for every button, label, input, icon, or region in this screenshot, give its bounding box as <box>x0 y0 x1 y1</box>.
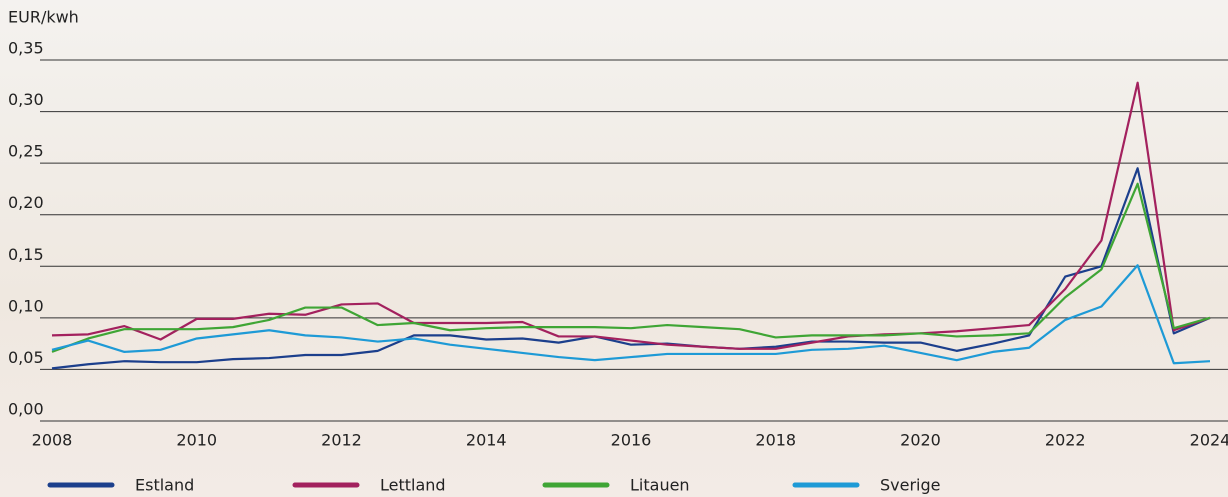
y-tick-label: 0,15 <box>8 245 44 264</box>
x-tick-label: 2016 <box>611 431 652 450</box>
series-line <box>51 81 1211 350</box>
y-tick-label: 0,05 <box>8 348 44 367</box>
legend-label: Litauen <box>630 476 690 495</box>
y-tick-label: 0,20 <box>8 193 44 212</box>
x-tick-label: 2024 <box>1190 431 1228 450</box>
series-line <box>51 167 1211 370</box>
x-tick-label: 2018 <box>755 431 796 450</box>
y-tick-label: 0,30 <box>8 90 44 109</box>
x-tick-label: 2010 <box>176 431 217 450</box>
y-tick-label: 0,10 <box>8 296 44 315</box>
x-tick-label: 2014 <box>466 431 507 450</box>
legend-label: Estland <box>135 476 194 495</box>
series-line <box>51 264 1211 365</box>
y-tick-label: 0,35 <box>8 39 44 58</box>
x-tick-label: 2020 <box>900 431 941 450</box>
legend-label: Sverige <box>880 476 941 495</box>
x-tick-label: 2008 <box>32 431 73 450</box>
x-tick-label: 2012 <box>321 431 362 450</box>
series-line <box>51 182 1211 353</box>
legend-label: Lettland <box>380 476 446 495</box>
y-axis-label: EUR/kwh <box>8 8 79 27</box>
y-tick-label: 0,00 <box>8 400 44 419</box>
y-tick-label: 0,25 <box>8 142 44 161</box>
x-tick-label: 2022 <box>1045 431 1086 450</box>
